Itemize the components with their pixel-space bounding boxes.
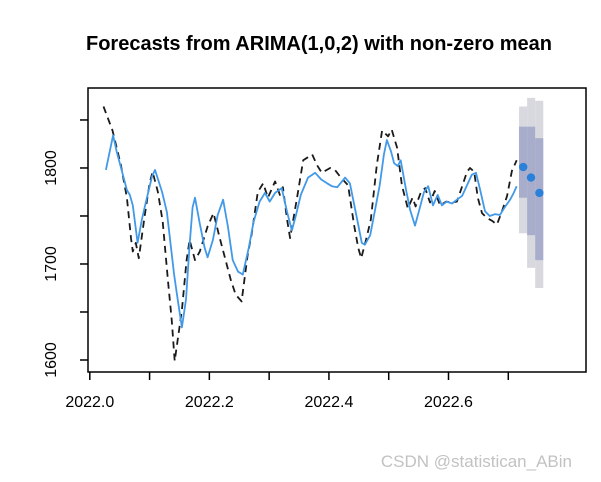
y-axis-tick-label: 1800 (43, 150, 60, 186)
fitted-series-line (105, 134, 518, 329)
watermark: CSDN @statistican_ABin (381, 452, 572, 471)
axes-layer: 2022.0 2022.2 2022.4 2022.6 1600 1700 1800 (43, 87, 587, 411)
chart-title: Forecasts from ARIMA(1,0,2) with non-zer… (86, 33, 552, 55)
forecast-point (535, 188, 544, 198)
forecast-point (526, 173, 536, 182)
x-axis-tick-label: 2022.0 (65, 394, 114, 411)
x-axis-tick-label: 2022.6 (424, 394, 473, 411)
x-axis-tick-label: 2022.2 (185, 394, 234, 411)
series-layer (102, 106, 544, 362)
confidence-band-80 (519, 126, 528, 198)
confidence-band-80 (535, 138, 544, 261)
x-axis-tick-label: 2022.4 (304, 394, 353, 411)
forecast-point (519, 162, 528, 172)
observed-series-line (102, 106, 518, 362)
y-axis-tick-label: 1600 (43, 342, 60, 378)
y-axis-tick-label: 1700 (43, 246, 60, 282)
plot-box (87, 87, 587, 373)
